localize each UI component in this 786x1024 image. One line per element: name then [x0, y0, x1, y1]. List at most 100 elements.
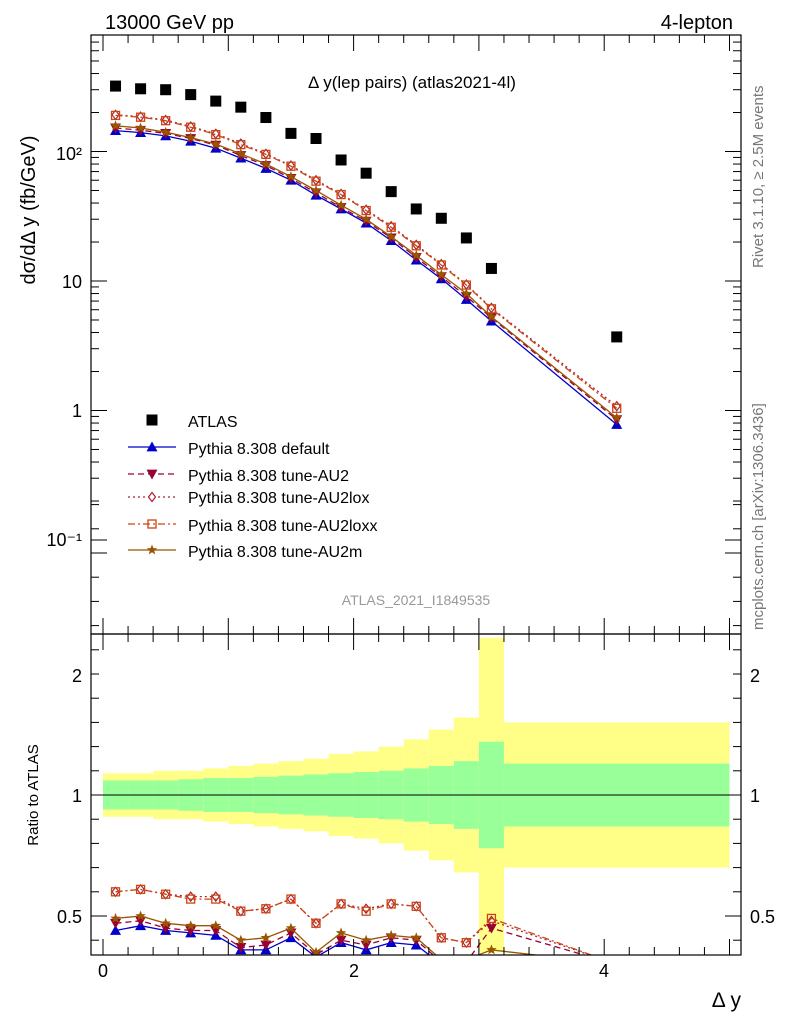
ratio-tick-label-0.5: 0.5 [57, 907, 82, 927]
ratio-point-au2-16 [611, 960, 622, 970]
header-right: 4-lepton [661, 12, 733, 34]
ratio-point-au2m-8 [310, 946, 322, 955]
ratio-line-au2loxx [115, 888, 593, 955]
point-atlas-2 [160, 84, 172, 96]
plot-title: Δ y(lep pairs) (atlas2021-4l) [308, 73, 516, 92]
ratio-point-au2loxx-1 [135, 884, 146, 895]
legend-label-default: Pythia 8.308 default [188, 441, 330, 458]
point-au2m-3 [185, 132, 196, 143]
point-atlas-6 [260, 112, 272, 124]
point-au2m-16 [611, 412, 622, 423]
ratio-point-default-16 [611, 959, 622, 969]
ratio-point-au2loxx-13 [436, 933, 446, 943]
point-atlas-5 [235, 101, 247, 113]
point-atlas-8 [310, 133, 322, 145]
ratio-point-au2m-2 [160, 917, 171, 928]
point-au2loxx-6 [261, 149, 271, 160]
ratio-point-au2loxx-14 [461, 937, 472, 948]
legend-label-au2loxx: Pythia 8.308 tune-AU2loxx [188, 518, 377, 535]
ratio-point-au2loxx-7 [286, 894, 296, 904]
ratio-point-au2-13 [436, 958, 447, 968]
main-line-au2loxx [115, 114, 618, 409]
point-au2m-1 [135, 122, 146, 133]
ratio-tick-label-2: 2 [72, 666, 82, 686]
ratio-tick-label-right-2: 2 [750, 666, 760, 686]
point-atlas-3 [185, 89, 197, 101]
ratio-point-au2m-16 [612, 959, 623, 969]
ratio-point-au2-6 [260, 940, 272, 951]
point-au2m-8 [310, 185, 322, 195]
point-au2m-7 [285, 171, 297, 181]
x-tick-label-2: 2 [349, 961, 359, 981]
point-au2loxx-1 [135, 112, 146, 122]
ratio-point-au2m-12 [411, 932, 422, 943]
x-tick-label-4: 4 [599, 961, 609, 981]
point-au2m-6 [260, 158, 272, 169]
point-atlas-11 [385, 186, 397, 198]
legend: ATLAS Pythia 8.308 default Pythia 8.308 … [128, 414, 377, 561]
watermark: ATLAS_2021_I1849535 [342, 592, 491, 608]
ratio-point-au2loxx-4 [211, 894, 221, 904]
point-au2loxx-3 [186, 122, 196, 132]
point-au2m-13 [436, 269, 447, 280]
ratio-point-au2m-9 [335, 927, 347, 938]
y-axis-label-ratio: Ratio to ATLAS [25, 744, 42, 845]
main-series-layer [110, 80, 623, 429]
ratio-point-au2m-5 [235, 934, 247, 945]
legend-label-atlas: ATLAS [188, 414, 238, 431]
ratio-point-au2loxx-15 [486, 913, 497, 924]
point-au2loxx-4 [211, 129, 221, 140]
ratio-point-au2-15 [485, 923, 497, 934]
y-tick-label-1: 1 [72, 401, 82, 421]
point-au2loxx-7 [286, 161, 296, 171]
ratio-point-au2m-7 [285, 922, 297, 933]
ratio-series-layer [110, 883, 623, 970]
ratio-tick-label-1: 1 [72, 786, 82, 806]
point-au2m-0 [110, 120, 121, 131]
ratio-point-au2lox-16 [613, 960, 620, 969]
point-au2m-5 [235, 148, 247, 159]
ratio-point-default-13 [436, 959, 447, 969]
axis-ticks [91, 35, 741, 955]
point-atlas-9 [335, 154, 347, 166]
point-au2loxx-9 [336, 189, 346, 200]
point-au2-9 [335, 203, 347, 213]
ratio-point-au2loxx-10 [361, 906, 371, 916]
ratio-point-default-0 [110, 925, 122, 935]
ratio-point-au2lox-15 [487, 915, 496, 927]
ratio-point-au2loxx-6 [261, 904, 271, 914]
y-axis-label-main: dσ/dΔ y (fb/GeV) [18, 135, 40, 284]
point-au2-8 [310, 188, 322, 199]
header-left: 13000 GeV pp [105, 12, 234, 34]
legend-marker-default [146, 441, 158, 452]
point-atlas-4 [210, 95, 222, 107]
ratio-point-au2m-15 [486, 944, 497, 955]
y-tick-label-0.1: 10⁻¹ [46, 530, 82, 550]
ratio-point-au2m-4 [210, 920, 221, 931]
legend-label-au2: Pythia 8.308 tune-AU2 [188, 468, 349, 485]
ratio-point-au2m-1 [135, 910, 146, 921]
ratio-point-au2loxx-8 [311, 918, 321, 928]
ratio-point-default-14 [461, 959, 472, 969]
legend-marker-au2m [146, 544, 158, 555]
ratio-point-au2lox-9 [336, 898, 346, 910]
ratio-point-au2m-6 [260, 932, 272, 943]
point-atlas-14 [460, 232, 472, 244]
y-tick-label-100: 10² [56, 144, 82, 164]
point-au2m-11 [386, 231, 397, 242]
point-atlas-15 [485, 262, 497, 274]
legend-label-au2m: Pythia 8.308 tune-AU2m [188, 544, 362, 561]
point-au2loxx-2 [160, 116, 171, 126]
point-atlas-12 [410, 203, 422, 215]
ratio-point-au2m-11 [386, 929, 397, 940]
point-au2m-12 [411, 249, 422, 260]
ratio-point-au2loxx-9 [336, 899, 346, 909]
ratio-point-au2m-0 [110, 912, 121, 923]
point-au2m-10 [360, 213, 372, 224]
legend-marker-au2 [146, 469, 158, 480]
ratio-point-au2loxx-3 [186, 894, 196, 904]
ratio-point-au2lox-10 [361, 903, 371, 915]
point-au2-14 [460, 292, 472, 302]
point-atlas-7 [285, 127, 297, 139]
